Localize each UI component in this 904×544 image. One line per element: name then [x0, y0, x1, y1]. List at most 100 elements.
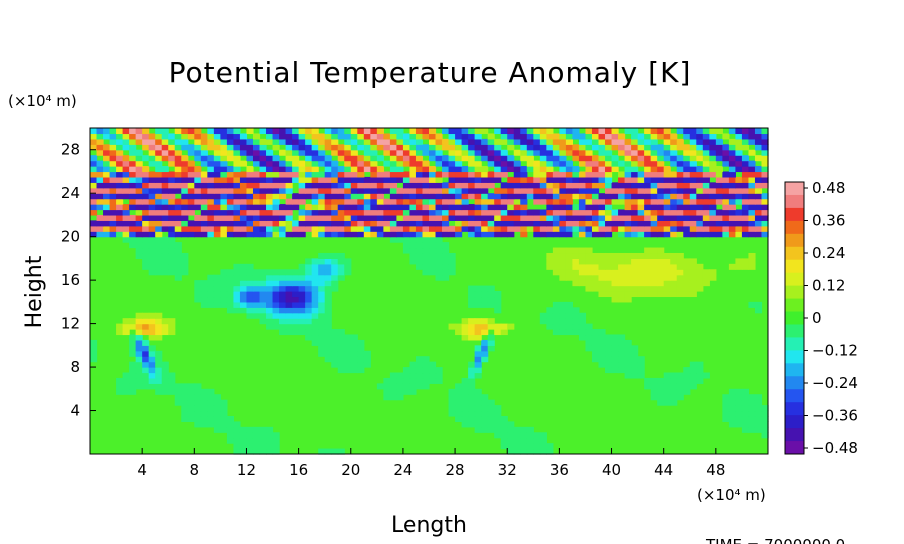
field-cell: [252, 182, 261, 189]
field-cell: [429, 263, 437, 270]
field-cell: [520, 144, 528, 151]
field-cell: [415, 220, 424, 227]
field-cell: [161, 318, 169, 325]
field-cell: [331, 231, 339, 238]
field-cell: [546, 128, 554, 135]
field-cell: [754, 182, 763, 189]
field-cell: [357, 231, 365, 238]
field-cell: [135, 367, 143, 374]
field-cell: [702, 198, 710, 205]
field-cell: [422, 166, 430, 173]
field-cell: [618, 187, 626, 194]
field-cell: [494, 220, 502, 227]
field-cell: [429, 372, 437, 379]
field-cell: [233, 160, 241, 167]
field-cell: [213, 160, 221, 167]
field-cell: [266, 301, 274, 308]
field-cell: [565, 171, 574, 178]
field-cell: [142, 198, 150, 205]
field-cell: [565, 263, 574, 270]
field-cell: [376, 225, 384, 232]
field-cell: [396, 231, 404, 238]
field-cell: [520, 176, 528, 183]
field-cell: [109, 144, 117, 151]
field-cell: [598, 204, 606, 211]
field-cell: [181, 258, 189, 265]
field-cell: [683, 128, 691, 135]
field-cell: [461, 193, 469, 200]
field-cell: [233, 269, 241, 276]
field-cell: [389, 236, 397, 243]
field-cell: [741, 171, 750, 178]
field-cell: [657, 149, 665, 156]
field-cell: [696, 128, 704, 135]
field-cell: [331, 138, 339, 145]
field-cell: [318, 307, 326, 314]
field-cell: [663, 383, 671, 390]
field-cell: [722, 405, 730, 412]
field-cell: [663, 149, 671, 156]
field-cell: [474, 323, 482, 330]
field-cell: [657, 128, 665, 135]
field-cell: [605, 198, 613, 205]
field-cell: [389, 209, 397, 216]
colorbar-swatch: [785, 402, 804, 416]
field-cell: [142, 258, 150, 265]
field-cell: [507, 166, 515, 173]
field-cell: [363, 182, 371, 189]
field-cell: [259, 160, 267, 167]
field-cell: [181, 138, 189, 145]
field-cell: [259, 138, 267, 145]
field-cell: [298, 176, 306, 183]
field-cell: [168, 247, 176, 254]
field-cell: [559, 128, 567, 135]
field-cell: [605, 138, 613, 145]
field-cell: [598, 182, 606, 189]
field-cell: [474, 334, 482, 341]
field-cell: [644, 258, 652, 265]
field-cell: [552, 160, 560, 167]
field-cell: [90, 345, 98, 352]
field-cell: [650, 231, 658, 238]
field-cell: [435, 231, 443, 238]
field-cell: [337, 214, 345, 221]
field-cell: [572, 269, 580, 276]
field-cell: [259, 291, 267, 298]
field-cell: [644, 198, 652, 205]
field-cell: [155, 166, 163, 173]
field-cell: [103, 187, 111, 194]
field-cell: [500, 155, 508, 162]
field-cell: [122, 377, 130, 384]
field-cell: [213, 193, 221, 200]
field-cell: [578, 182, 587, 189]
field-cell: [109, 204, 117, 211]
field-cell: [396, 128, 404, 135]
field-cell: [239, 187, 248, 194]
field-cell: [435, 247, 443, 254]
field-cell: [324, 182, 332, 189]
field-cell: [624, 160, 632, 167]
field-cell: [226, 421, 235, 428]
field-cell: [285, 291, 293, 298]
field-cell: [605, 356, 613, 363]
field-cell: [344, 138, 352, 145]
field-cell: [631, 258, 639, 265]
field-cell: [370, 231, 378, 238]
field-cell: [754, 301, 763, 308]
field-cell: [676, 209, 684, 216]
field-cell: [357, 160, 365, 167]
field-cell: [676, 377, 684, 384]
field-cell: [194, 171, 202, 178]
field-cell: [142, 204, 150, 211]
field-cell: [122, 155, 130, 162]
field-cell: [252, 133, 261, 140]
field-cell: [696, 361, 704, 368]
field-cell: [383, 383, 391, 390]
field-cell: [605, 187, 613, 194]
field-cell: [259, 318, 267, 325]
field-cell: [409, 144, 417, 151]
field-cell: [487, 149, 495, 156]
field-cell: [611, 166, 619, 173]
field-cell: [618, 138, 626, 145]
